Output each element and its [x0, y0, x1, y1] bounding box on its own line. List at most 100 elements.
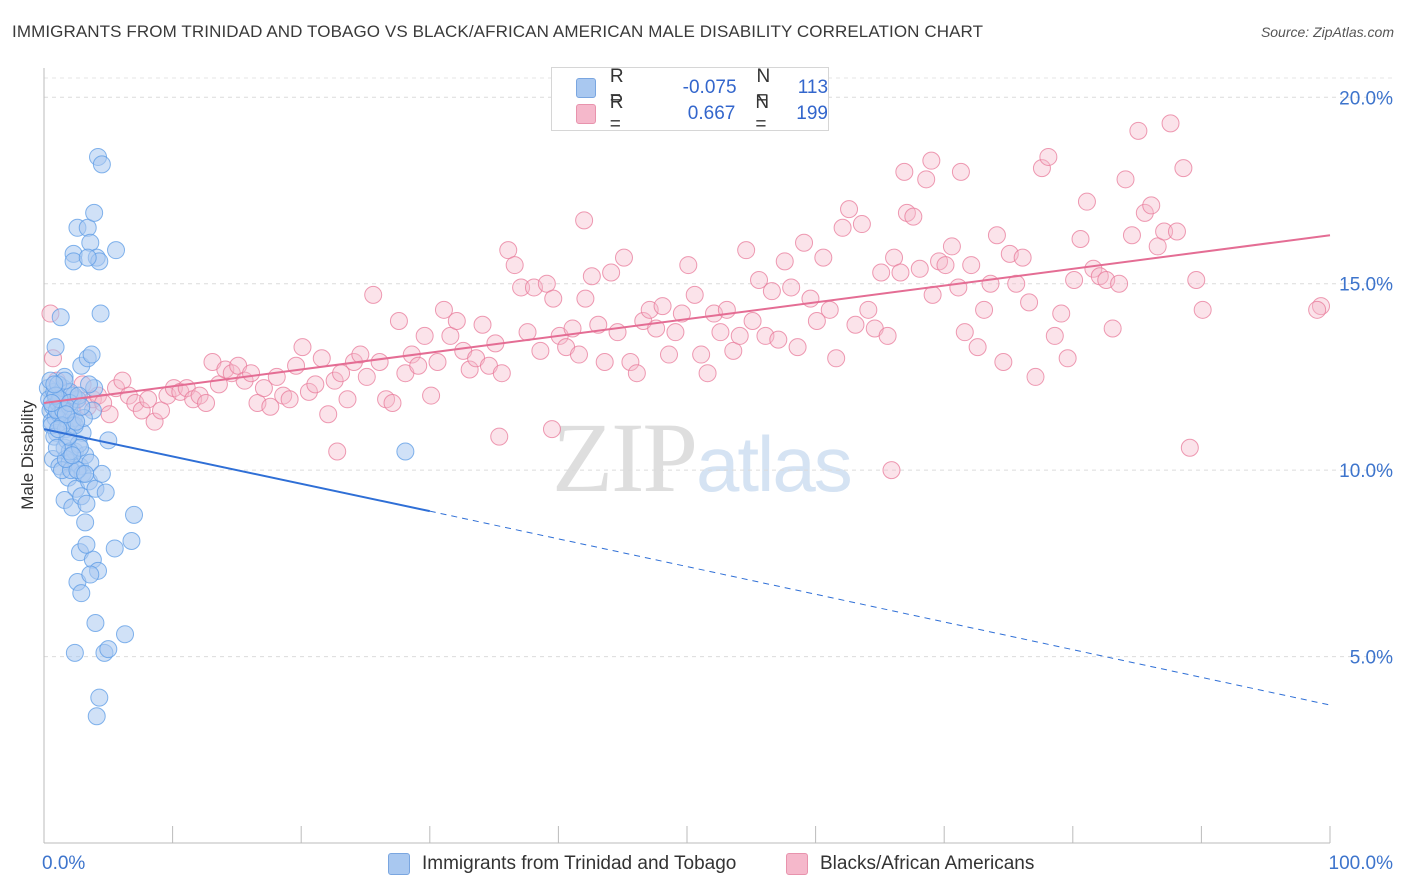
point-immigrants — [45, 375, 64, 394]
point-blacks — [434, 300, 453, 319]
point-blacks — [962, 256, 981, 275]
y-tick-label: 20.0% — [1339, 88, 1393, 109]
point-blacks — [1084, 259, 1103, 278]
point-blacks — [882, 461, 901, 480]
point-blacks — [782, 278, 801, 297]
point-blacks — [542, 420, 561, 439]
point-blacks — [582, 267, 601, 286]
bottom-legend-swatch-pink — [786, 853, 808, 875]
point-blacks — [1308, 300, 1327, 319]
trendline-immigrants — [43, 428, 431, 513]
point-blacks — [145, 412, 164, 431]
trendline-blacks — [43, 234, 1331, 405]
point-blacks — [280, 390, 299, 409]
bottom-legend-swatch-blue — [388, 853, 410, 875]
bottom-legend-blacks: Blacks/African Americans — [786, 852, 1034, 876]
point-immigrants — [76, 464, 95, 483]
point-blacks — [730, 326, 749, 345]
point-blacks — [840, 200, 859, 219]
point-blacks — [724, 341, 743, 360]
point-blacks — [827, 349, 846, 368]
point-blacks — [569, 345, 588, 364]
point-immigrants — [107, 241, 126, 260]
point-blacks — [917, 170, 936, 189]
point-blacks — [113, 371, 132, 390]
source-label: Source: ZipAtlas.com — [1260, 24, 1394, 40]
point-blacks — [383, 394, 402, 413]
point-blacks — [936, 256, 955, 275]
point-immigrants — [49, 420, 68, 439]
point-immigrants — [51, 308, 70, 327]
point-blacks — [666, 323, 685, 342]
point-blacks — [152, 401, 171, 420]
point-blacks — [987, 226, 1006, 245]
point-blacks — [575, 211, 594, 230]
point-blacks — [441, 326, 460, 345]
point-immigrants — [99, 431, 118, 450]
point-immigrants — [85, 203, 104, 222]
watermark-atlas: atlas — [696, 420, 853, 508]
point-blacks — [614, 248, 633, 267]
x-tick-label: 0.0% — [42, 853, 85, 874]
point-blacks — [685, 285, 704, 304]
point-blacks — [242, 364, 261, 383]
point-blacks — [895, 162, 914, 181]
point-blacks — [968, 338, 987, 357]
y-axis-label: Male Disability — [18, 400, 37, 510]
point-blacks — [490, 427, 509, 446]
bottom-legend-label: Blacks/African Americans — [820, 853, 1035, 874]
point-blacks — [1148, 237, 1167, 256]
point-immigrants — [46, 338, 65, 357]
point-blacks — [679, 256, 698, 275]
point-immigrants — [396, 442, 415, 461]
point-blacks — [885, 248, 904, 267]
point-blacks — [743, 312, 762, 330]
point-immigrants — [92, 464, 111, 483]
point-blacks — [447, 312, 466, 330]
point-blacks — [846, 315, 865, 334]
point-blacks — [1026, 367, 1045, 386]
legend-n-label: N = — [756, 66, 771, 109]
point-blacks — [833, 218, 852, 237]
point-blacks — [717, 300, 736, 319]
point-blacks — [653, 297, 672, 316]
legend-n-label: N = — [755, 92, 770, 135]
point-blacks — [814, 248, 833, 267]
point-blacks — [872, 263, 891, 282]
point-blacks — [904, 207, 923, 226]
point-blacks — [788, 338, 807, 357]
point-blacks — [975, 300, 994, 319]
legend-n-value: 113 — [797, 77, 829, 98]
point-blacks — [891, 263, 910, 282]
point-blacks — [1193, 300, 1212, 319]
legend-swatch-pink — [576, 104, 596, 124]
point-blacks — [878, 326, 897, 345]
point-blacks — [1174, 159, 1193, 178]
point-blacks — [659, 345, 678, 364]
point-blacks — [537, 274, 556, 293]
point-immigrants — [96, 483, 115, 502]
point-blacks — [1135, 203, 1154, 222]
point-blacks — [544, 289, 563, 308]
point-blacks — [531, 341, 550, 360]
point-blacks — [1180, 438, 1199, 457]
watermark: ZIPatlas — [552, 400, 853, 515]
point-blacks — [100, 405, 119, 424]
point-immigrants — [116, 625, 135, 644]
point-immigrants — [105, 539, 124, 558]
point-blacks — [1020, 293, 1039, 312]
point-blacks — [1142, 196, 1161, 215]
point-blacks — [576, 289, 595, 308]
point-blacks — [197, 394, 216, 413]
point-blacks — [949, 278, 968, 297]
x-tick-label: 100.0% — [1329, 853, 1394, 874]
point-immigrants — [56, 405, 75, 424]
point-blacks — [261, 397, 280, 416]
point-blacks — [364, 285, 383, 304]
legend-swatch-blue — [576, 78, 596, 98]
legend-r-value: 0.667 — [687, 103, 736, 124]
chart-title: IMMIGRANTS FROM TRINIDAD AND TOBAGO VS B… — [12, 22, 984, 41]
point-blacks — [942, 237, 961, 256]
point-blacks — [357, 367, 376, 386]
